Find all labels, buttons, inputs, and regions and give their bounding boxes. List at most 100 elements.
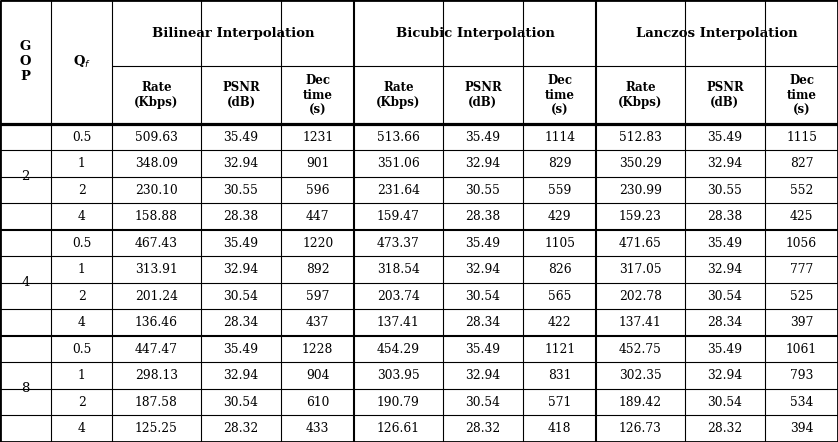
Text: 1: 1 — [78, 263, 85, 276]
Text: 28.34: 28.34 — [465, 316, 500, 329]
Text: 298.13: 298.13 — [135, 369, 178, 382]
Text: 473.37: 473.37 — [377, 236, 420, 250]
Text: 1105: 1105 — [544, 236, 575, 250]
Text: Dec
time
(s): Dec time (s) — [303, 73, 333, 117]
Text: 30.54: 30.54 — [224, 290, 258, 303]
Text: 35.49: 35.49 — [224, 343, 259, 356]
Text: 422: 422 — [548, 316, 572, 329]
Text: PSNR
(dB): PSNR (dB) — [706, 81, 744, 109]
Text: 35.49: 35.49 — [707, 236, 742, 250]
Text: 447: 447 — [306, 210, 329, 223]
Text: 201.24: 201.24 — [135, 290, 178, 303]
Text: 30.55: 30.55 — [224, 183, 258, 197]
Text: 831: 831 — [548, 369, 572, 382]
Text: 1056: 1056 — [786, 236, 817, 250]
Text: 32.94: 32.94 — [707, 369, 742, 382]
Text: 35.49: 35.49 — [707, 130, 742, 144]
Text: 1220: 1220 — [302, 236, 334, 250]
Text: 32.94: 32.94 — [465, 369, 500, 382]
Text: 793: 793 — [790, 369, 814, 382]
Text: 158.88: 158.88 — [135, 210, 178, 223]
Text: 596: 596 — [306, 183, 329, 197]
Text: 351.06: 351.06 — [377, 157, 420, 170]
Text: 552: 552 — [790, 183, 814, 197]
Text: 777: 777 — [790, 263, 813, 276]
Text: Lanczos Interpolation: Lanczos Interpolation — [636, 27, 798, 40]
Text: 32.94: 32.94 — [224, 263, 259, 276]
Text: Bicubic Interpolation: Bicubic Interpolation — [396, 27, 555, 40]
Text: 0.5: 0.5 — [72, 343, 91, 356]
Text: 189.42: 189.42 — [618, 396, 662, 409]
Text: 0.5: 0.5 — [72, 236, 91, 250]
Text: 28.32: 28.32 — [224, 422, 259, 435]
Text: 425: 425 — [790, 210, 814, 223]
Text: 30.54: 30.54 — [707, 396, 742, 409]
Text: 137.41: 137.41 — [619, 316, 662, 329]
Text: 2: 2 — [78, 290, 85, 303]
Text: 437: 437 — [306, 316, 329, 329]
Text: 32.94: 32.94 — [707, 263, 742, 276]
Text: 901: 901 — [306, 157, 329, 170]
Text: 317.05: 317.05 — [619, 263, 662, 276]
Text: 826: 826 — [548, 263, 572, 276]
Text: 30.55: 30.55 — [465, 183, 500, 197]
Text: G
O
P: G O P — [20, 40, 31, 84]
Text: 827: 827 — [790, 157, 814, 170]
Text: 4: 4 — [78, 210, 85, 223]
Text: Dec
time
(s): Dec time (s) — [545, 73, 575, 117]
Text: 190.79: 190.79 — [377, 396, 420, 409]
Text: 525: 525 — [790, 290, 814, 303]
Text: 348.09: 348.09 — [135, 157, 178, 170]
Text: 2: 2 — [78, 183, 85, 197]
Text: 32.94: 32.94 — [465, 263, 500, 276]
Text: 303.95: 303.95 — [377, 369, 420, 382]
Text: 397: 397 — [790, 316, 814, 329]
Text: Dec
time
(s): Dec time (s) — [787, 73, 816, 117]
Text: 35.49: 35.49 — [224, 130, 259, 144]
Text: 513.66: 513.66 — [377, 130, 420, 144]
Text: 32.94: 32.94 — [465, 157, 500, 170]
Text: 610: 610 — [306, 396, 329, 409]
Text: 512.83: 512.83 — [619, 130, 662, 144]
Text: 30.54: 30.54 — [465, 396, 500, 409]
Text: 471.65: 471.65 — [619, 236, 662, 250]
Text: 35.49: 35.49 — [465, 130, 500, 144]
Text: 230.99: 230.99 — [618, 183, 662, 197]
Text: 302.35: 302.35 — [619, 369, 662, 382]
Text: 565: 565 — [548, 290, 572, 303]
Text: 28.34: 28.34 — [224, 316, 259, 329]
Text: 1231: 1231 — [303, 130, 334, 144]
Text: 559: 559 — [548, 183, 572, 197]
Text: Bilinear Interpolation: Bilinear Interpolation — [152, 27, 314, 40]
Text: 35.49: 35.49 — [224, 236, 259, 250]
Text: 32.94: 32.94 — [224, 369, 259, 382]
Text: 28.38: 28.38 — [707, 210, 742, 223]
Text: 318.54: 318.54 — [377, 263, 420, 276]
Text: Rate
(Kbps): Rate (Kbps) — [134, 81, 178, 109]
Text: Rate
(Kbps): Rate (Kbps) — [618, 81, 663, 109]
Text: 30.54: 30.54 — [465, 290, 500, 303]
Text: 230.10: 230.10 — [135, 183, 178, 197]
Text: 28.32: 28.32 — [465, 422, 500, 435]
Text: 35.49: 35.49 — [707, 343, 742, 356]
Text: 28.38: 28.38 — [224, 210, 259, 223]
Text: 4: 4 — [22, 276, 30, 290]
Text: 394: 394 — [790, 422, 814, 435]
Text: 137.41: 137.41 — [377, 316, 420, 329]
Text: 1115: 1115 — [786, 130, 817, 144]
Text: 1121: 1121 — [544, 343, 575, 356]
Text: 32.94: 32.94 — [224, 157, 259, 170]
Text: 187.58: 187.58 — [135, 396, 178, 409]
Text: 433: 433 — [306, 422, 329, 435]
Text: 35.49: 35.49 — [465, 236, 500, 250]
Text: 1: 1 — [78, 157, 85, 170]
Text: 418: 418 — [548, 422, 572, 435]
Text: 30.55: 30.55 — [707, 183, 742, 197]
Text: 8: 8 — [22, 382, 30, 396]
Text: 203.74: 203.74 — [377, 290, 420, 303]
Text: 467.43: 467.43 — [135, 236, 178, 250]
Text: 829: 829 — [548, 157, 572, 170]
Text: PSNR
(dB): PSNR (dB) — [464, 81, 502, 109]
Text: 350.29: 350.29 — [619, 157, 662, 170]
Text: PSNR
(dB): PSNR (dB) — [222, 81, 260, 109]
